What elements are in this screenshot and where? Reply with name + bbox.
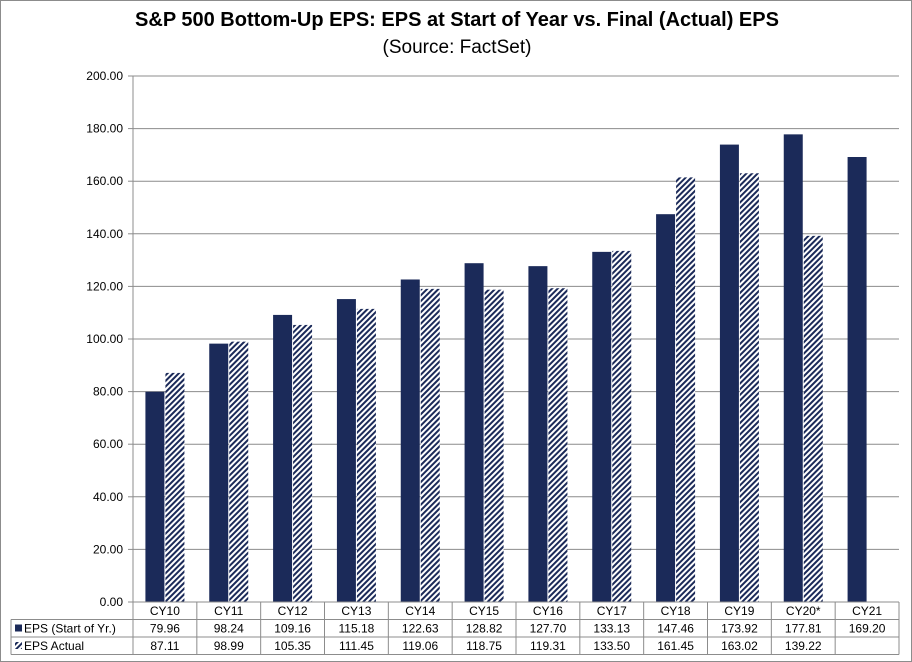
data-value-cell: 118.75 bbox=[466, 639, 502, 653]
bar-eps-start bbox=[656, 214, 676, 602]
data-value-cell: 139.22 bbox=[785, 639, 822, 653]
bar-eps-actual bbox=[739, 173, 759, 603]
category-label: CY14 bbox=[405, 604, 435, 618]
bar-eps-actual bbox=[293, 324, 313, 602]
bar-eps-start bbox=[273, 314, 293, 602]
bars bbox=[145, 134, 867, 603]
y-tick-label: 200.00 bbox=[86, 69, 123, 83]
y-tick-label: 40.00 bbox=[93, 490, 123, 504]
data-value-cell: 128.82 bbox=[466, 622, 503, 636]
bar-eps-actual bbox=[548, 288, 568, 602]
bar-eps-actual bbox=[229, 341, 249, 602]
bar-eps-start bbox=[847, 157, 867, 602]
legend-key bbox=[15, 624, 22, 632]
data-value-cell: 87.11 bbox=[150, 639, 179, 653]
legend-key bbox=[15, 642, 22, 649]
category-label: CY17 bbox=[597, 604, 627, 618]
bar-eps-actual bbox=[484, 289, 504, 602]
data-value-cell: 111.45 bbox=[339, 639, 374, 653]
data-value-cell: 119.31 bbox=[530, 639, 566, 653]
bar-eps-start bbox=[592, 251, 612, 602]
data-value-cell: 98.99 bbox=[214, 639, 244, 653]
category-label: CY13 bbox=[341, 604, 371, 618]
series-name: EPS Actual bbox=[24, 639, 84, 653]
bar-eps-start bbox=[400, 279, 420, 602]
data-value-cell: 169.20 bbox=[849, 622, 886, 636]
data-value-cell: 109.16 bbox=[274, 622, 311, 636]
bar-eps-start bbox=[783, 134, 803, 603]
bar-eps-start bbox=[209, 343, 229, 602]
y-tick-label: 160.00 bbox=[86, 174, 123, 188]
category-label: CY15 bbox=[469, 604, 499, 618]
y-tick-label: 60.00 bbox=[93, 437, 123, 451]
chart-title: S&P 500 Bottom-Up EPS: EPS at Start of Y… bbox=[135, 9, 779, 31]
y-tick-label: 20.00 bbox=[93, 542, 123, 556]
category-label: CY19 bbox=[724, 604, 754, 618]
y-tick-label: 180.00 bbox=[86, 122, 123, 136]
y-tick-label: 120.00 bbox=[86, 279, 123, 293]
y-tick-label: 140.00 bbox=[86, 227, 123, 241]
data-value-cell: 115.18 bbox=[339, 622, 375, 636]
bar-eps-actual bbox=[356, 308, 376, 602]
category-label: CY21 bbox=[852, 604, 882, 618]
data-value-cell: 122.63 bbox=[402, 622, 439, 636]
chart-subtitle: (Source: FactSet) bbox=[382, 37, 532, 58]
bar-eps-start bbox=[336, 299, 356, 602]
data-value-cell: 147.46 bbox=[657, 622, 694, 636]
data-value-cell: 173.92 bbox=[721, 622, 758, 636]
y-tick-label: 100.00 bbox=[86, 332, 123, 346]
data-table: CY10 CY11 CY12 CY13 CY14 CY15 CY16 CY17 CY18 CY19… bbox=[10, 601, 900, 655]
data-value-cell: 98.24 bbox=[214, 622, 244, 636]
bar-eps-start bbox=[145, 391, 165, 602]
category-label: CY12 bbox=[278, 604, 308, 618]
data-value-cell: 105.35 bbox=[274, 639, 311, 653]
gridlines bbox=[133, 75, 899, 603]
y-tick-label: 0.00 bbox=[100, 595, 124, 609]
bar-eps-start bbox=[528, 266, 548, 602]
data-value-cell: 119.06 bbox=[402, 639, 438, 653]
data-value-cell: 161.45 bbox=[657, 639, 694, 653]
bar-eps-actual bbox=[676, 177, 696, 602]
bar-eps-start bbox=[719, 144, 739, 602]
data-value-cell: 163.02 bbox=[721, 639, 758, 653]
y-tick-label: 80.00 bbox=[93, 385, 123, 399]
y-axis: 0.00 20.00 40.00 60.00 80.00 100.00 120.00 140.… bbox=[86, 69, 134, 609]
category-label: CY18 bbox=[661, 604, 691, 618]
data-value-cell: 79.96 bbox=[150, 622, 180, 636]
category-label: CY16 bbox=[533, 604, 563, 618]
bar-eps-actual bbox=[803, 235, 823, 603]
bar-eps-actual bbox=[420, 288, 440, 602]
category-label: CY11 bbox=[214, 604, 243, 618]
category-label: CY10 bbox=[150, 604, 180, 618]
data-value-cell: 133.13 bbox=[593, 622, 630, 636]
series-name: EPS (Start of Yr.) bbox=[24, 622, 116, 636]
data-value-cell: 133.50 bbox=[593, 639, 630, 653]
data-value-cell: 127.70 bbox=[530, 622, 567, 636]
bar-eps-actual bbox=[165, 372, 185, 602]
bar-eps-actual bbox=[612, 250, 632, 602]
bar-eps-start bbox=[464, 263, 484, 602]
data-value-cell: 177.81 bbox=[785, 622, 822, 636]
category-label: CY20* bbox=[786, 604, 821, 618]
